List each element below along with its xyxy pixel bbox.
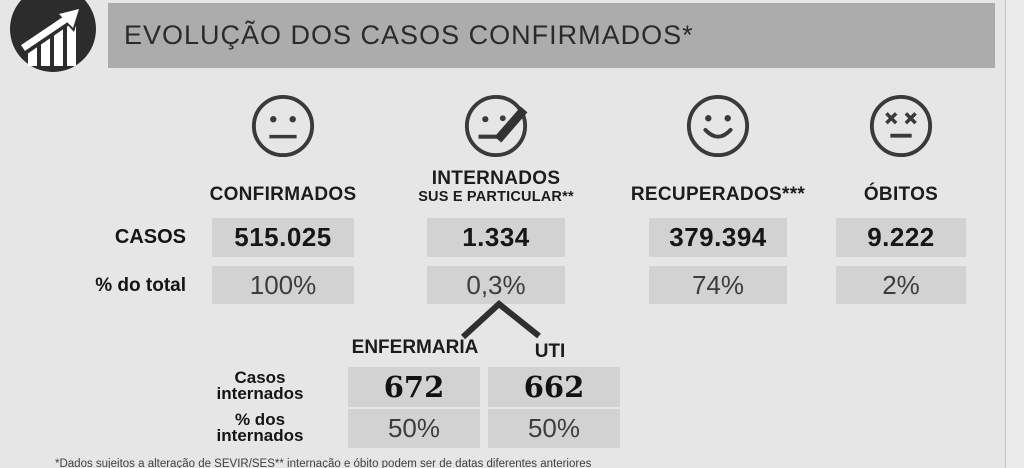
column-label: INTERNADOS bbox=[431, 168, 561, 189]
column-header: CONFIRMADOS bbox=[168, 161, 398, 205]
column-obitos: ÓBITOS 9.222 2% bbox=[836, 90, 966, 304]
value-enfermaria-pct: 50% bbox=[348, 409, 480, 448]
value-cases: 1.334 bbox=[427, 218, 565, 257]
split-connector-icon bbox=[460, 300, 541, 340]
page-title: EVOLUÇÃO DOS CASOS CONFIRMADOS* bbox=[124, 20, 694, 50]
column-recuperados: RECUPERADOS*** 379.394 74% bbox=[631, 90, 805, 304]
value-pct: 74% bbox=[649, 266, 787, 304]
label-line: % dos bbox=[234, 410, 286, 429]
label-line: internados bbox=[216, 384, 304, 403]
column-sublabel: SUS E PARTICULAR** bbox=[418, 189, 574, 205]
row-label-pct-total: % do total bbox=[95, 275, 186, 296]
frame-edge bbox=[1005, 0, 1024, 468]
neutral-face-icon bbox=[251, 94, 315, 158]
breakdown-header-enfermaria: ENFERMARIA bbox=[351, 337, 479, 358]
smiling-face-icon bbox=[686, 94, 750, 158]
dead-face-icon bbox=[869, 94, 933, 158]
thermometer-face-icon bbox=[464, 94, 528, 158]
value-enfermaria-cases: 672 bbox=[348, 367, 480, 407]
value-pct: 2% bbox=[836, 266, 966, 304]
label-line: Casos bbox=[234, 368, 286, 387]
value-pct: 100% bbox=[212, 266, 354, 304]
breakdown-row-label-pct-internados: % dos internados bbox=[190, 410, 330, 445]
value-cases: 9.222 bbox=[836, 218, 966, 257]
value-uti-pct: 50% bbox=[488, 409, 620, 448]
row-label-casos: CASOS bbox=[114, 226, 186, 248]
breakdown-row-label-casos-internados: Casos internados bbox=[190, 368, 330, 403]
value-uti-cases: 662 bbox=[488, 367, 620, 407]
footnote: *Dados sujeitos a alteração de SEVIR/SES… bbox=[55, 458, 592, 468]
column-header: INTERNADOS SUS E PARTICULAR** bbox=[381, 161, 611, 206]
value-pct: 0,3% bbox=[427, 266, 565, 304]
column-label: ÓBITOS bbox=[863, 184, 939, 205]
column-header: ÓBITOS bbox=[786, 161, 1016, 205]
column-internados: INTERNADOS SUS E PARTICULAR** 1.334 0,3% bbox=[418, 90, 574, 304]
column-label: CONFIRMADOS bbox=[209, 184, 357, 205]
column-confirmados: CONFIRMADOS 515.025 100% bbox=[210, 90, 356, 304]
value-cases: 515.025 bbox=[212, 218, 354, 257]
breakdown-header-uti: UTI bbox=[534, 341, 566, 362]
value-cases: 379.394 bbox=[649, 218, 787, 257]
column-label: RECUPERADOS*** bbox=[630, 184, 806, 205]
header-bar: EVOLUÇÃO DOS CASOS CONFIRMADOS* bbox=[108, 3, 995, 68]
label-line: internados bbox=[216, 426, 304, 445]
column-header: RECUPERADOS*** bbox=[603, 161, 833, 205]
bar-chart-rising-arrow-icon bbox=[10, 0, 96, 72]
